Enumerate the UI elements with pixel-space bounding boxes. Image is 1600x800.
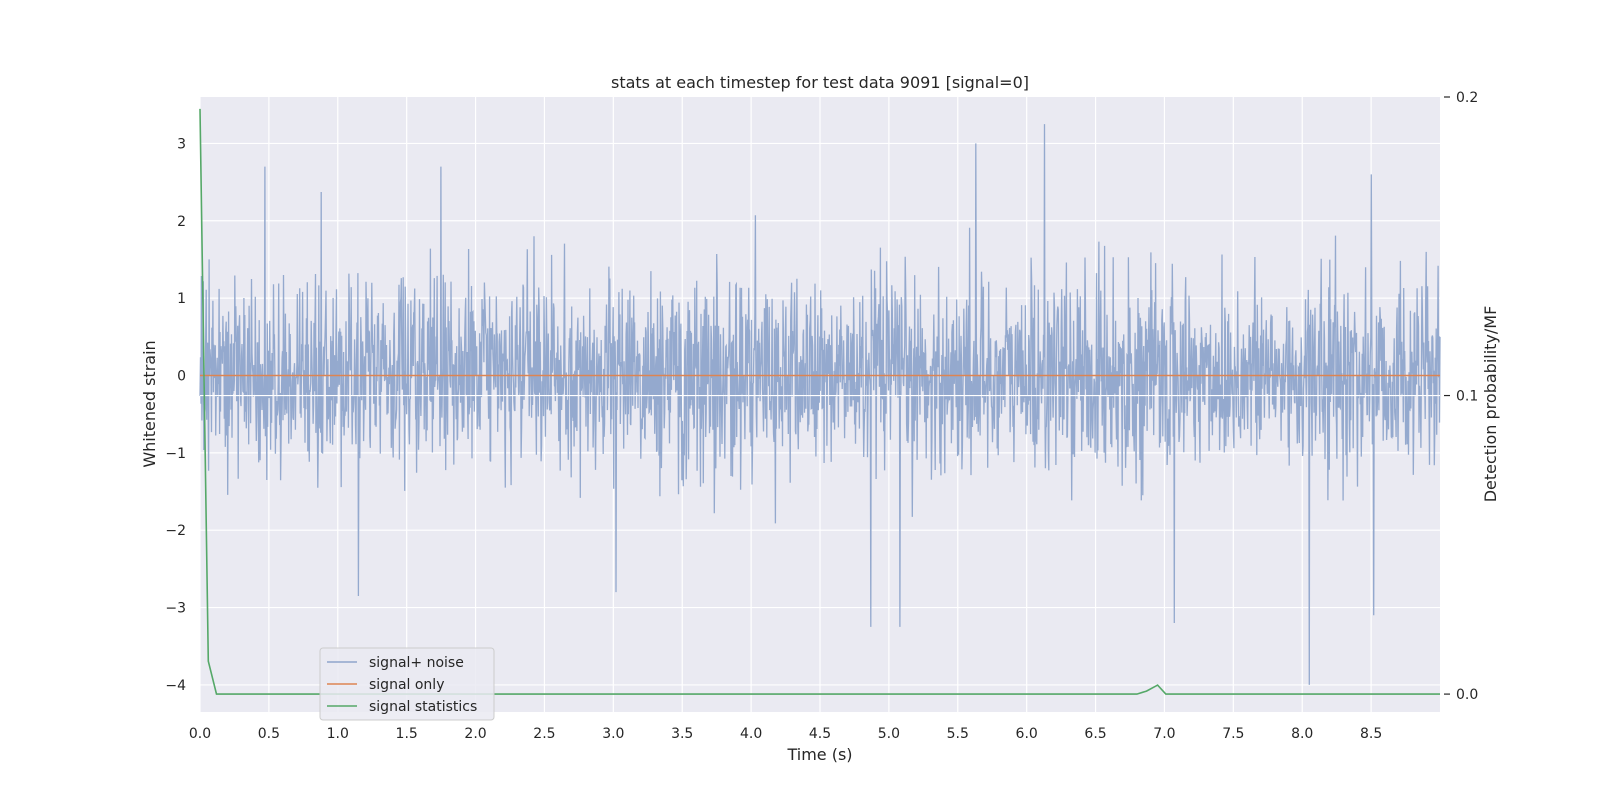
y-tick-label: 2	[177, 214, 186, 230]
legend-label-signal-statistics: signal statistics	[369, 699, 477, 715]
x-tick-label: 5.0	[878, 726, 900, 742]
x-tick-label: 5.5	[947, 726, 969, 742]
x-tick-label: 3.5	[671, 726, 693, 742]
x-tick-label: 6.5	[1084, 726, 1106, 742]
y-tick-label: 3	[177, 136, 186, 152]
x-tick-label: 7.5	[1222, 726, 1244, 742]
y-tick-label: −1	[165, 446, 186, 462]
y-axis-ticks: 3 2 1 0 −1 −2 −3 −4	[165, 136, 186, 694]
x-tick-label: 4.0	[740, 726, 762, 742]
legend-label-signal-only: signal only	[369, 677, 444, 693]
y2-axis-ticks: 0.2 0.1 0.0	[1444, 90, 1478, 703]
y2-tick-label: 0.0	[1456, 687, 1478, 703]
legend-label-signal-noise: signal+ noise	[369, 655, 464, 671]
y-tick-label: −2	[165, 523, 186, 539]
x-tick-label: 6.0	[1016, 726, 1038, 742]
x-axis-label: Time (s)	[786, 745, 852, 764]
y-axis-label: Whitened strain	[140, 340, 159, 467]
x-axis-ticks: 0.0 0.5 1.0 1.5 2.0 2.5 3.0 3.5 4.0 4.5 5.0 5.5 6.0 6…	[189, 726, 1382, 742]
x-tick-label: 8.0	[1291, 726, 1313, 742]
series-signal-only	[200, 374, 1440, 397]
chart-title: stats at each timestep for test data 909…	[611, 73, 1029, 92]
x-tick-label: 2.0	[464, 726, 486, 742]
x-tick-label: 0.0	[189, 726, 211, 742]
y-tick-label: 0	[177, 368, 186, 384]
x-tick-label: 1.5	[396, 726, 418, 742]
y2-tick-label: 0.2	[1456, 90, 1478, 106]
x-tick-label: 0.5	[258, 726, 280, 742]
y2-tick-label: 0.1	[1456, 389, 1478, 405]
y-tick-label: −3	[165, 601, 186, 617]
series-signal-statistics	[199, 108, 1440, 695]
legend: signal+ noise signal only signal statist…	[319, 647, 495, 721]
y-tick-label: 1	[177, 291, 186, 307]
x-tick-label: 4.5	[809, 726, 831, 742]
x-tick-label: 3.0	[602, 726, 624, 742]
series-signal-noise	[199, 124, 1441, 685]
legend-box	[319, 647, 495, 721]
x-tick-label: 7.0	[1153, 726, 1175, 742]
series-line-signal-statistics	[199, 108, 1440, 695]
y-tick-label: −4	[165, 678, 186, 694]
y2-axis-label: Detection probability/MF	[1481, 306, 1500, 503]
series-line-signal-noise	[199, 124, 1441, 685]
x-tick-label: 1.0	[327, 726, 349, 742]
x-tick-label: 2.5	[533, 726, 555, 742]
x-tick-label: 8.5	[1360, 726, 1382, 742]
